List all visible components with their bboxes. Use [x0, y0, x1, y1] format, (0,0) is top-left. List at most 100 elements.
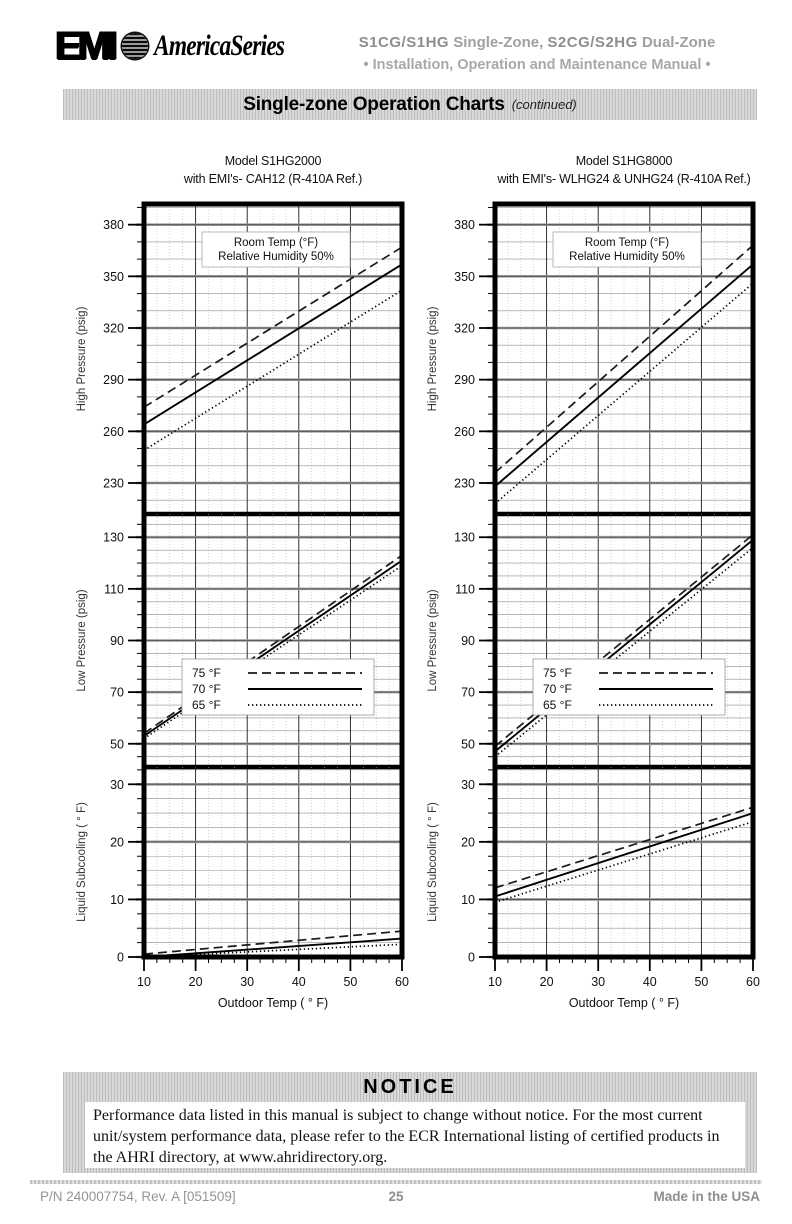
svg-text:350: 350 — [454, 270, 475, 284]
series-75F-high-pressure — [494, 244, 754, 474]
svg-text:110: 110 — [104, 582, 124, 596]
svg-text:260: 260 — [103, 425, 124, 439]
svg-text:70 °F: 70 °F — [192, 682, 221, 696]
svg-text:10: 10 — [110, 893, 124, 907]
svg-text:230: 230 — [454, 477, 475, 491]
svg-text:10: 10 — [461, 893, 475, 907]
svg-text:65 °F: 65 °F — [543, 698, 572, 712]
svg-text:Outdoor Temp ( ° F): Outdoor Temp ( ° F) — [218, 996, 328, 1010]
svg-text:Relative Humidity 50%: Relative Humidity 50% — [218, 251, 334, 263]
emi-logo: EMI AmericaSeries — [55, 26, 321, 66]
svg-text:0: 0 — [117, 951, 124, 965]
svg-text:65 °F: 65 °F — [192, 698, 221, 712]
svg-text:320: 320 — [103, 322, 124, 336]
header-models-line: S1CG/S1HG Single-Zone, S2CG/S2HG Dual-Zo… — [312, 32, 762, 55]
svg-text:Room Temp (°F): Room Temp (°F) — [585, 237, 669, 249]
notice-box: NOTICE Performance data listed in this m… — [63, 1072, 757, 1173]
footer-divider — [30, 1180, 762, 1184]
svg-text:70: 70 — [110, 686, 124, 700]
section-title: Single-zone Operation Charts — [243, 93, 505, 115]
svg-text:20: 20 — [189, 975, 203, 989]
svg-text:320: 320 — [454, 322, 475, 336]
svg-text:Liquid Subcooling ( ° F): Liquid Subcooling ( ° F) — [76, 802, 88, 922]
series-75F-low-pressure — [143, 554, 403, 735]
svg-text:75 °F: 75 °F — [543, 666, 572, 680]
series-70F-liquid-subcooling — [143, 937, 403, 958]
svg-text:Liquid Subcooling ( ° F): Liquid Subcooling ( ° F) — [427, 802, 439, 922]
svg-text:30: 30 — [110, 778, 124, 792]
svg-text:40: 40 — [643, 975, 657, 989]
section-continued: (continued) — [511, 97, 577, 112]
series-65F-liquid-subcooling — [143, 943, 403, 958]
single-zone-label: Single-Zone, — [449, 34, 548, 51]
series-75F-liquid-subcooling — [494, 806, 754, 889]
america-series-logo-text: AmericaSeries — [154, 29, 285, 62]
svg-text:30: 30 — [591, 975, 605, 989]
chart-left-title: Model S1HG2000 with EMI's- CAH12 (R-410A… — [144, 152, 402, 188]
single-zone-models: S1CG/S1HG — [358, 34, 450, 51]
series-75F-high-pressure — [143, 246, 403, 408]
globe-icon — [122, 33, 149, 59]
operation-chart-left: 230 260 290 320 350 380 High Pressure (psig) Ro… — [76, 201, 409, 1010]
svg-text:130: 130 — [454, 531, 475, 545]
series-70F-low-pressure — [494, 539, 754, 753]
svg-text:70 °F: 70 °F — [543, 682, 572, 696]
series-70F-high-pressure — [143, 263, 403, 426]
header-manual-line: • Installation, Operation and Maintenanc… — [363, 56, 711, 73]
chart-right-model: Model S1HG8000 — [575, 154, 673, 168]
svg-text:40: 40 — [292, 975, 306, 989]
chart-left-model: Model S1HG2000 — [224, 154, 322, 168]
svg-text:0: 0 — [468, 951, 475, 965]
series-65F-high-pressure — [494, 282, 754, 505]
svg-text:290: 290 — [454, 373, 475, 387]
svg-text:60: 60 — [395, 975, 409, 989]
made-in-usa: Made in the USA — [653, 1189, 760, 1204]
svg-text:20: 20 — [110, 835, 124, 849]
svg-text:290: 290 — [103, 373, 124, 387]
svg-text:Relative Humidity 50%: Relative Humidity 50% — [569, 251, 685, 263]
header-product-line: S1CG/S1HG Single-Zone, S2CG/S2HG Dual-Zo… — [312, 32, 762, 76]
svg-text:50: 50 — [461, 737, 475, 751]
svg-text:Room Temp (°F): Room Temp (°F) — [234, 237, 318, 249]
chart-left-pairing: with EMI's- CAH12 (R-410A Ref.) — [183, 172, 363, 187]
svg-text:20: 20 — [461, 835, 475, 849]
svg-text:60: 60 — [746, 975, 760, 989]
svg-text:High Pressure (psig): High Pressure (psig) — [76, 306, 88, 411]
svg-text:350: 350 — [103, 270, 124, 284]
page-number: 25 — [388, 1189, 404, 1204]
svg-text:High Pressure (psig): High Pressure (psig) — [427, 306, 439, 411]
svg-text:50: 50 — [343, 975, 357, 989]
dual-zone-label: Dual-Zone — [637, 34, 716, 51]
svg-text:10: 10 — [137, 975, 151, 989]
svg-text:130: 130 — [103, 531, 124, 545]
part-number: P/N 240007754, Rev. A [051509] — [40, 1189, 236, 1204]
emi-logo-text: EMI — [55, 24, 118, 68]
svg-text:90: 90 — [461, 634, 475, 648]
svg-text:75 °F: 75 °F — [192, 666, 221, 680]
dual-zone-models: S2CG/S2HG — [547, 34, 638, 51]
svg-text:50: 50 — [110, 737, 124, 751]
svg-text:30: 30 — [461, 778, 475, 792]
chart-right-pairing: with EMI's- WLHG24 & UNHG24 (R-410A Ref.… — [497, 172, 751, 187]
series-65F-low-pressure — [494, 546, 754, 758]
svg-text:380: 380 — [103, 218, 124, 232]
svg-text:230: 230 — [103, 477, 124, 491]
operation-chart-right: 230 260 290 320 350 380 High Pressure (psig) Ro… — [427, 201, 760, 1010]
svg-text:380: 380 — [454, 218, 475, 232]
svg-text:10: 10 — [488, 975, 502, 989]
svg-text:70: 70 — [461, 686, 475, 700]
section-banner: Single-zone Operation Charts (continued) — [63, 89, 757, 120]
svg-text:50: 50 — [694, 975, 708, 989]
svg-text:Outdoor Temp ( ° F): Outdoor Temp ( ° F) — [569, 996, 679, 1010]
series-65F-liquid-subcooling — [494, 820, 754, 904]
chart-right-title: Model S1HG8000 with EMI's- WLHG24 & UNHG… — [495, 152, 753, 188]
series-65F-high-pressure — [143, 289, 403, 452]
series-70F-liquid-subcooling — [494, 812, 754, 898]
svg-text:Low Pressure (psig): Low Pressure (psig) — [76, 589, 88, 691]
svg-text:260: 260 — [454, 425, 475, 439]
notice-title: NOTICE — [363, 1076, 457, 1098]
notice-body: Performance data listed in this manual i… — [85, 1102, 745, 1168]
series-70F-high-pressure — [494, 263, 754, 488]
svg-text:110: 110 — [455, 582, 475, 596]
